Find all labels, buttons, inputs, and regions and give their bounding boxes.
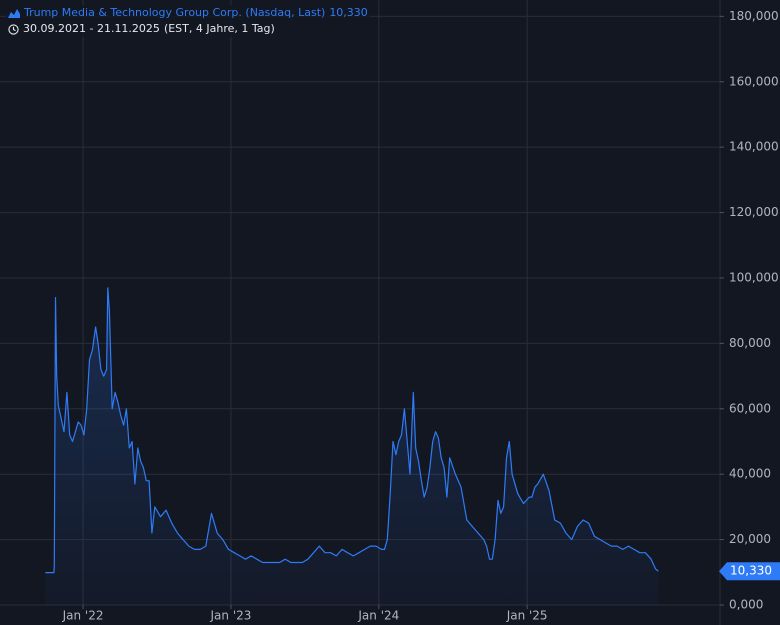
legend-last-value: 10,330 [329,6,368,19]
y-axis[interactable]: 0,000 20,000 40,000 60,000 80,000 100,000 120,… [720,9,779,612]
clock-icon [8,23,19,35]
x-tick-label: Jan '23 [210,609,252,623]
price-tag-label: 10,330 [730,564,772,578]
legend-range-row[interactable]: 30.09.2021 - 21.11.2025 (EST, 4 Jahre, 1… [6,21,277,37]
legend-range-detail: (EST, 4 Jahre, 1 Tag) [163,22,275,35]
mountain-area-icon [8,9,20,18]
y-tick-label: 140,000 [729,140,779,154]
y-tick-label: 40,000 [729,467,771,481]
y-tick-label: 100,000 [729,270,779,284]
y-tick-label: 60,000 [729,401,771,415]
legend-title: Trump Media & Technology Group Corp. (Na… [24,6,326,19]
y-tick-label: 0,000 [729,598,763,612]
chart-legend: Trump Media & Technology Group Corp. (Na… [6,5,370,37]
x-axis[interactable]: Jan '22 Jan '23 Jan '24 Jan '25 [62,605,548,623]
y-tick-label: 20,000 [729,532,771,546]
y-tick-label: 160,000 [729,74,779,88]
x-tick-label: Jan '25 [506,609,548,623]
legend-series-row[interactable]: Trump Media & Technology Group Corp. (Na… [6,5,370,21]
price-area [45,287,659,605]
price-line[interactable] [45,287,659,574]
y-tick-label: 120,000 [729,205,779,219]
y-tick-label: 80,000 [729,336,771,350]
price-tag-shape [719,562,780,581]
y-tick-label: 180,000 [729,9,779,23]
price-tag: 10,330 [719,562,780,581]
x-tick-label: Jan '24 [357,609,399,623]
legend-date-range: 30.09.2021 - 21.11.2025 [23,22,160,35]
x-tick-label: Jan '22 [62,609,104,623]
